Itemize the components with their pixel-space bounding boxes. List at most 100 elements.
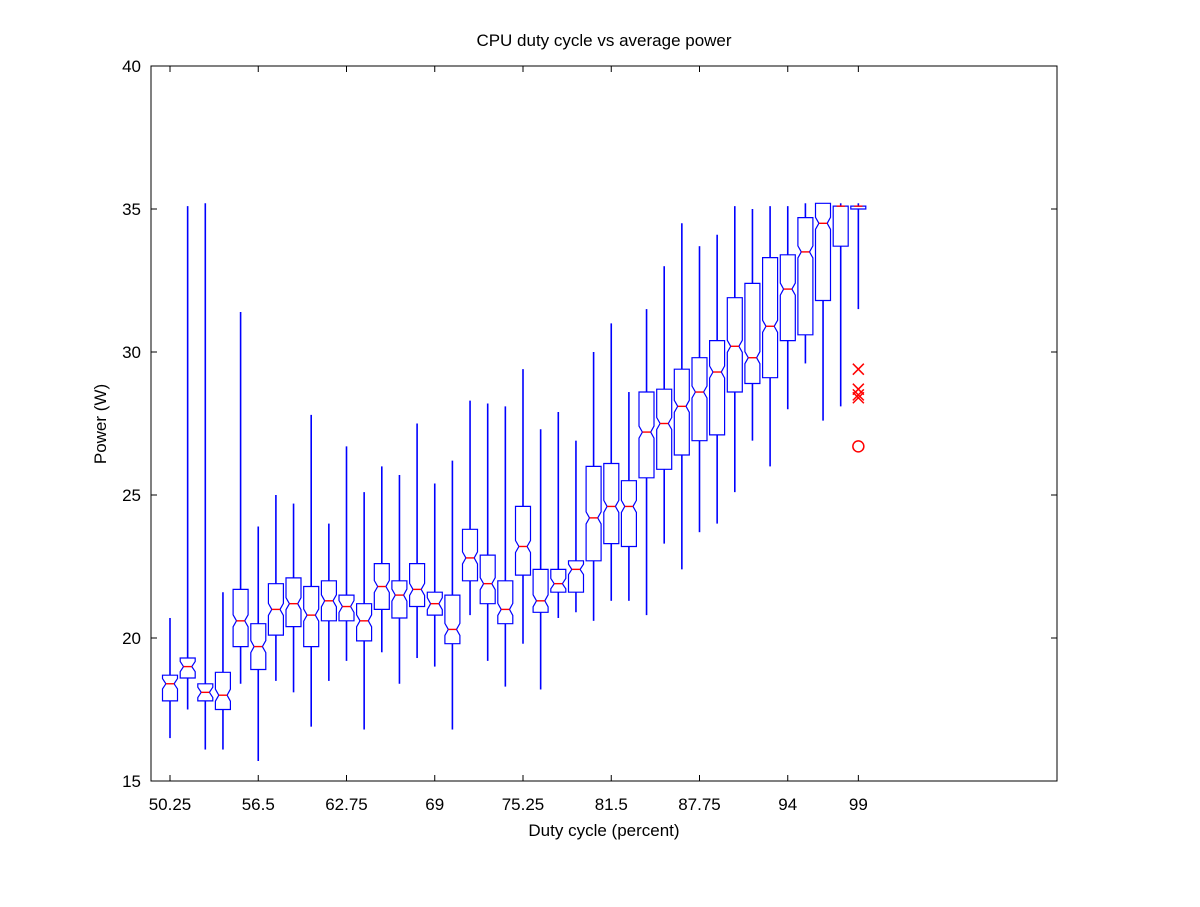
box-18 [479,403,496,661]
box-body [444,594,461,645]
box-body [567,560,585,593]
box-body [409,562,426,608]
boxes-group [161,202,867,761]
box-body [708,340,726,436]
outlier-stroke-b [852,363,865,376]
box-body [585,465,602,562]
box-20 [514,369,532,644]
y-axis-label: Power (W) [91,384,110,464]
x-axis-label: Duty cycle (percent) [528,821,679,840]
box-body [638,391,655,479]
box-29 [673,223,690,570]
box-body [320,580,337,622]
box-3 [214,592,231,750]
box-38 [832,203,849,407]
outlier-stroke-b [852,383,865,396]
x-tick-label-4: 75.25 [502,795,545,814]
box-14 [409,423,426,659]
box-10 [338,446,355,661]
box-21 [532,429,549,690]
box-body [514,505,532,576]
box-body [656,388,673,470]
x-tick-label-5: 81.5 [595,795,628,814]
outlier-stroke-b [852,391,865,404]
box-36 [797,203,814,364]
y-tick-label-4: 35 [122,200,141,219]
box-35 [779,206,796,410]
y-tick-label-5: 40 [122,57,141,76]
box-26 [620,392,638,601]
box-34 [761,206,779,467]
box-28 [656,266,673,544]
box-body [391,580,408,619]
box-33 [744,209,761,441]
box-body [691,357,708,442]
box-13 [391,474,408,684]
box-0 [161,617,179,739]
box-body [356,603,373,642]
box-body [232,588,249,648]
box-body [797,217,814,336]
box-19 [497,406,514,687]
x-tick-label-6: 87.75 [678,795,721,814]
box-body [744,282,761,385]
far-outlier-circle-0 [852,440,865,453]
y-tick-label-3: 30 [122,343,141,362]
box-15 [426,483,443,667]
box-body [479,554,496,605]
box-37 [814,202,832,421]
box-body [267,583,284,636]
box-27 [638,309,655,616]
outlier-stroke-b [852,388,865,401]
x-tick-label-1: 56.5 [242,795,275,814]
box-body [814,202,832,302]
box-22 [550,412,567,618]
box-body [761,257,779,379]
box-32 [726,206,743,493]
box-39 [850,203,867,453]
box-8 [303,414,320,727]
box-11 [356,492,373,730]
outlier-cross-1 [852,383,865,396]
box-31 [708,234,726,524]
box-6 [267,495,284,681]
box-7 [285,503,302,693]
box-body [179,657,196,679]
box-body [603,462,620,545]
box-25 [603,323,620,601]
box-17 [461,400,479,616]
y-tick-label-0: 15 [122,772,141,791]
x-tick-label-0: 50.25 [149,795,192,814]
box-body [850,205,867,210]
box-23 [567,440,585,613]
x-tick-label-8: 99 [849,795,868,814]
box-body [373,562,390,611]
box-body [250,623,267,671]
box-4 [232,311,249,684]
box-body [620,480,638,548]
box-body [673,368,690,456]
box-body [832,205,849,247]
box-16 [444,460,461,730]
outlier-cross-2 [852,388,865,401]
box-body [532,568,549,613]
box-12 [373,466,390,653]
box-1 [179,206,196,710]
x-tick-label-3: 69 [425,795,444,814]
outlier-cross-3 [852,391,865,404]
box-body [338,594,355,622]
y-tick-label-2: 25 [122,486,141,505]
box-body [779,254,796,342]
box-body [161,674,179,702]
box-9 [320,523,337,681]
box-body [461,528,479,582]
box-body [197,683,214,702]
x-tick-label-7: 94 [778,795,797,814]
box-body [426,591,443,616]
box-body [497,580,514,625]
axis-ticks: 15 20 25 30 35 40 50.25 56.5 62.75 69 75.25 81.5 87.… [122,57,1057,814]
box-body [214,671,231,711]
y-tick-label-1: 20 [122,629,141,648]
